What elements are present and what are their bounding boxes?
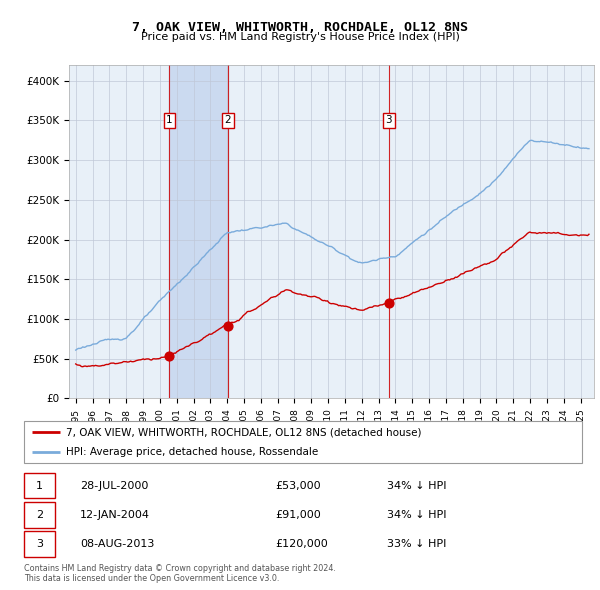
Text: 33% ↓ HPI: 33% ↓ HPI	[387, 539, 446, 549]
Text: 3: 3	[385, 116, 392, 126]
Text: 2: 2	[36, 510, 43, 520]
Text: HPI: Average price, detached house, Rossendale: HPI: Average price, detached house, Ross…	[66, 447, 318, 457]
Text: Contains HM Land Registry data © Crown copyright and database right 2024.
This d: Contains HM Land Registry data © Crown c…	[24, 563, 336, 583]
FancyBboxPatch shape	[24, 531, 55, 557]
FancyBboxPatch shape	[24, 473, 55, 499]
Text: 1: 1	[166, 116, 173, 126]
Text: £120,000: £120,000	[275, 539, 328, 549]
Text: 08-AUG-2013: 08-AUG-2013	[80, 539, 154, 549]
Text: 1: 1	[36, 480, 43, 490]
FancyBboxPatch shape	[24, 502, 55, 527]
Point	[223, 322, 233, 331]
Text: Price paid vs. HM Land Registry's House Price Index (HPI): Price paid vs. HM Land Registry's House …	[140, 32, 460, 42]
FancyBboxPatch shape	[24, 421, 582, 463]
Bar	[169, 65, 228, 398]
Text: 34% ↓ HPI: 34% ↓ HPI	[387, 510, 446, 520]
Text: 34% ↓ HPI: 34% ↓ HPI	[387, 480, 446, 490]
Point	[164, 352, 174, 361]
Text: £53,000: £53,000	[275, 480, 321, 490]
Text: 28-JUL-2000: 28-JUL-2000	[80, 480, 148, 490]
Text: 2: 2	[224, 116, 231, 126]
Text: 3: 3	[36, 539, 43, 549]
Text: 12-JAN-2004: 12-JAN-2004	[80, 510, 150, 520]
Point	[384, 299, 394, 308]
Text: £91,000: £91,000	[275, 510, 321, 520]
Text: 7, OAK VIEW, WHITWORTH, ROCHDALE, OL12 8NS: 7, OAK VIEW, WHITWORTH, ROCHDALE, OL12 8…	[132, 21, 468, 34]
Text: 7, OAK VIEW, WHITWORTH, ROCHDALE, OL12 8NS (detached house): 7, OAK VIEW, WHITWORTH, ROCHDALE, OL12 8…	[66, 427, 421, 437]
